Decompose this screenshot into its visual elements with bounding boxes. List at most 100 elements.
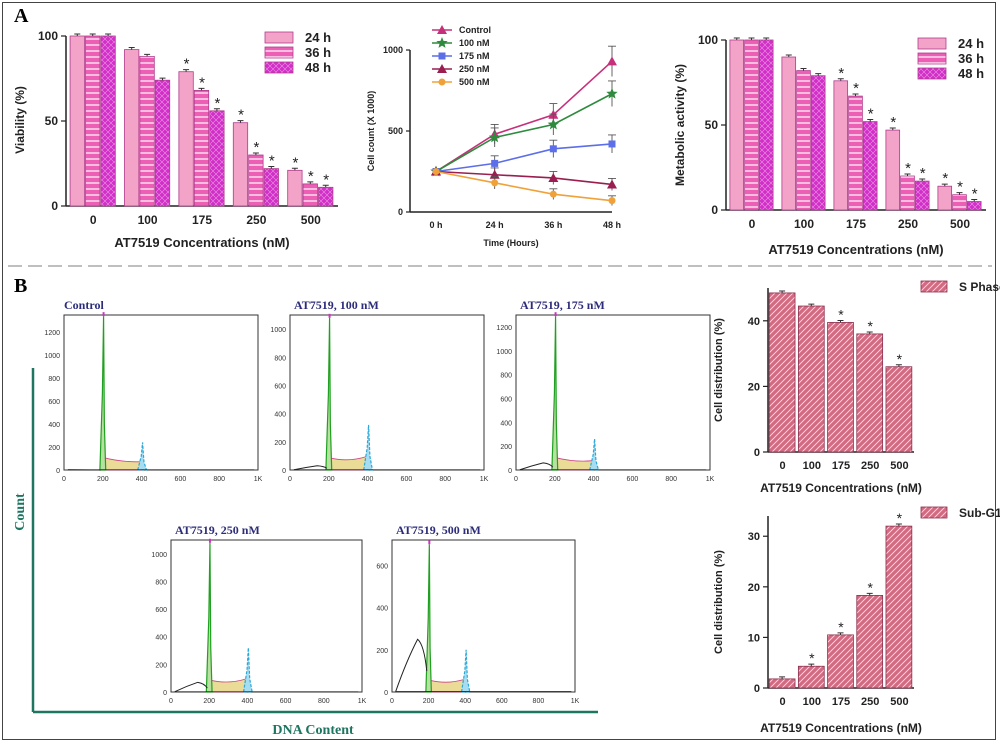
bar [193, 90, 210, 207]
x-tick-label: 400 [136, 476, 148, 483]
significance-star: * [867, 318, 873, 334]
y-tick-label: 40 [748, 316, 760, 328]
y-tick-label: 200 [376, 648, 388, 655]
error-bar [307, 181, 314, 184]
x-tick-label: 100 [803, 460, 821, 472]
x-tick-label: 600 [280, 698, 292, 705]
sub-g1-curve [519, 462, 554, 471]
error-bar [956, 192, 963, 195]
x-tick-label: 250 [861, 696, 879, 708]
sub-g1-curve [293, 465, 328, 471]
histogram-frame [63, 314, 259, 471]
y-axis-label: Cell count (X 1000) [366, 91, 376, 172]
bar [885, 129, 901, 211]
line-point [489, 131, 501, 143]
line-point [437, 64, 447, 73]
x-tick-label: 0 [288, 476, 292, 483]
error-bar [779, 290, 786, 293]
x-tick-label: 0 [62, 476, 66, 483]
x-tick-label: 0 [514, 476, 518, 483]
dna-axis-label: DNA Content [272, 723, 354, 738]
panel-a-label: A [14, 5, 29, 27]
error-bar [941, 183, 948, 187]
bar [885, 366, 913, 453]
y-tick-label: 600 [48, 399, 60, 406]
bar [287, 169, 303, 207]
x-tick-label: 800 [533, 698, 545, 705]
significance-star: * [867, 579, 873, 595]
line-point [437, 25, 447, 34]
error-bar [904, 173, 911, 176]
x-tick-label: 175 [846, 217, 866, 231]
y-tick-label: 50 [705, 118, 719, 132]
line-point [607, 56, 617, 66]
bar [796, 70, 811, 211]
x-tick-label: 1K [254, 476, 263, 483]
error-bar [808, 663, 815, 667]
y-tick-label: 100 [698, 33, 718, 47]
y-tick-label: 800 [500, 373, 512, 380]
g1-peak [425, 544, 432, 693]
bar [744, 39, 759, 211]
x-tick-label: 800 [665, 476, 677, 483]
legend-swatch [920, 506, 948, 519]
y-tick-label: 0 [51, 199, 58, 213]
line-point [606, 87, 618, 99]
line-point [491, 159, 499, 167]
y-tick-label: 400 [155, 635, 167, 642]
significance-star: * [838, 65, 844, 82]
y-tick-label: 0 [163, 690, 167, 697]
error-bar [889, 127, 896, 131]
bar [232, 122, 249, 207]
significance-star: * [184, 56, 190, 73]
y-tick-label: 600 [376, 563, 388, 570]
error-bar [733, 37, 740, 40]
x-tick-label: 200 [97, 476, 109, 483]
y-tick-label: 30 [748, 531, 760, 543]
error-bar [128, 47, 135, 50]
y-tick-label: 0 [282, 468, 286, 475]
y-tick-label: 600 [155, 607, 167, 614]
y-tick-label: 1000 [44, 353, 60, 360]
series-line [435, 93, 613, 173]
error-bar [919, 178, 926, 182]
bar [862, 121, 878, 211]
error-bar [866, 592, 873, 596]
x-tick-label: 100 [794, 217, 814, 231]
series-line [435, 143, 613, 173]
x-tick-label: 0 [749, 217, 756, 231]
bar [302, 183, 318, 207]
legend-label: 500 nM [459, 77, 490, 87]
x-tick-label: 36 h [544, 220, 562, 230]
error-bar [198, 87, 205, 91]
y-tick-label: 0 [508, 468, 512, 475]
y-tick-label: 0 [754, 683, 760, 695]
error-bar [852, 93, 859, 97]
x-tick-label: 0 [90, 213, 97, 227]
significance-star: * [838, 306, 844, 322]
y-tick-label: 20 [748, 582, 760, 594]
y-tick-label: 100 [38, 29, 58, 43]
bar [758, 39, 774, 211]
bar [952, 194, 967, 211]
x-tick-label: 100 [138, 213, 158, 227]
x-tick-label: 0 [780, 696, 786, 708]
x-tick-label: 1K [480, 476, 489, 483]
y-tick-label: 1200 [44, 330, 60, 337]
x-axis-label: AT7519 Concentrations (nM) [114, 235, 289, 250]
y-tick-label: 500 [388, 126, 403, 136]
x-tick-label: 200 [203, 698, 215, 705]
x-tick-label: 200 [323, 476, 335, 483]
y-tick-label: 200 [155, 662, 167, 669]
significance-star: * [214, 95, 220, 112]
panel-b-label: B [14, 275, 27, 297]
line-point [608, 140, 616, 148]
significance-star: * [853, 80, 859, 97]
histogram-title: Control [64, 298, 104, 312]
line-point [491, 179, 499, 187]
x-axis-label: AT7519 Concentrations (nM) [760, 481, 922, 495]
bar [856, 595, 884, 689]
error-bar [291, 167, 298, 171]
line-point [432, 168, 440, 175]
